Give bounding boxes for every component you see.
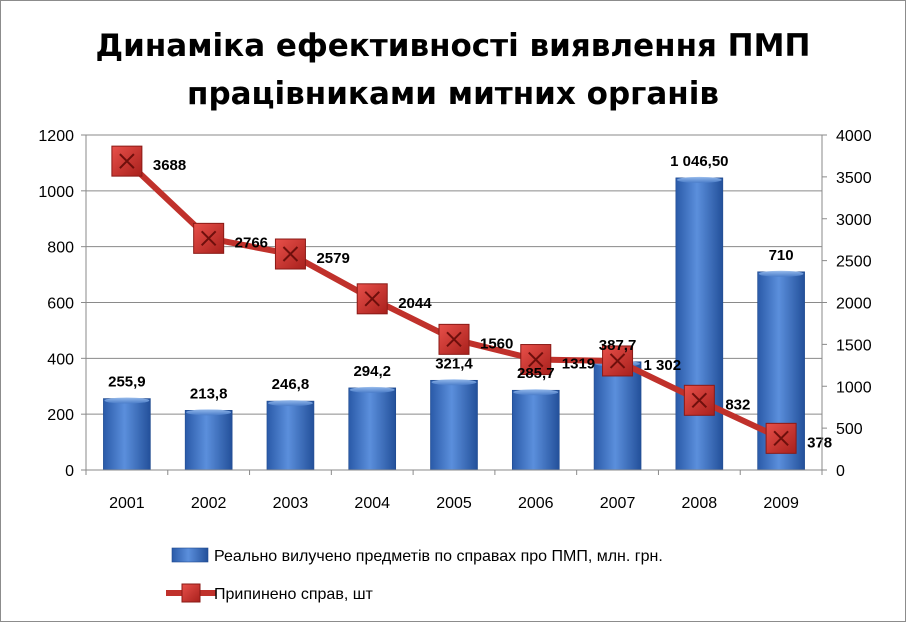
bar-cap [104, 397, 150, 404]
bar-data-label: 710 [769, 247, 794, 264]
line-data-label: 1319 [562, 356, 595, 373]
legend-bar-swatch [171, 547, 209, 563]
bar [103, 398, 151, 471]
bar [675, 177, 724, 471]
left-axis-tick-label: 0 [65, 463, 74, 480]
bar-cap [513, 389, 559, 396]
left-axis-tick-label: 800 [47, 240, 74, 257]
chart-title-line2: працівниками митних органів [187, 76, 719, 112]
x-axis-tick-label: 2002 [191, 495, 227, 512]
line-point-cross [773, 430, 789, 447]
x-axis-tick-label: 2006 [518, 495, 554, 512]
bar [593, 361, 642, 471]
left-axis-tick-label: 200 [47, 407, 74, 424]
bar [348, 387, 397, 471]
line-point-cross [609, 353, 626, 369]
right-axis-tick-label: 0 [836, 463, 845, 480]
label-layer: 255,9 213,8 246,8 294,2 321,4 285,7 387,7 1 046… [108, 153, 832, 451]
bar-cap [431, 379, 477, 386]
bar-data-label: 1 046,50 [670, 153, 728, 170]
line-point-marker [274, 238, 306, 270]
line-data-label: 3688 [153, 157, 186, 174]
line-layer [111, 145, 797, 454]
line-point-cross [691, 392, 708, 409]
chart-title: Динаміка ефективності виявлення ПМП прац… [0, 22, 906, 118]
right-axis-tick-label: 2000 [836, 296, 872, 313]
bar-data-label: 294,2 [353, 363, 391, 380]
bar-data-label: 387,7 [599, 337, 637, 354]
right-axis-tick-label: 3500 [836, 170, 872, 187]
x-axis-tick-label: 2005 [436, 495, 472, 512]
bar-cap [186, 409, 232, 416]
bar [184, 410, 233, 471]
right-axis-tick-label: 4000 [836, 128, 872, 145]
right-axis-tick-label: 1500 [836, 337, 872, 354]
line-data-label: 1 302 [644, 357, 682, 374]
x-axis-tick-label: 2003 [273, 495, 309, 512]
left-axis-tick-label: 600 [47, 296, 74, 313]
x-axis-tick-label: 2008 [682, 495, 718, 512]
bar-cap [758, 270, 804, 277]
left-axis-tick-label: 1200 [38, 128, 74, 145]
x-axis-tick-label: 2009 [763, 495, 799, 512]
chart-title-line1: Динаміка ефективності виявлення ПМП [95, 28, 811, 64]
legend-line-label: Припинено справ, шт [214, 586, 374, 603]
line-data-label: 378 [807, 434, 832, 451]
bar-data-label: 213,8 [190, 385, 228, 402]
right-axis-tick-label: 2500 [836, 254, 872, 271]
bar-cap [267, 400, 313, 407]
line-point-cross [119, 153, 135, 169]
line-point-cross [364, 291, 380, 307]
bar-cap [676, 176, 722, 183]
x-axis-tick-label: 2007 [600, 495, 636, 512]
legend-layer: Реально вилучено предметів по справах пр… [166, 547, 663, 603]
line-point-cross [528, 351, 544, 368]
bar-data-label: 255,9 [108, 374, 146, 391]
line-data-label: 2044 [398, 295, 432, 312]
legend-line-marker [181, 583, 201, 603]
line-data-label: 2766 [235, 234, 268, 251]
bar-data-label: 321,4 [435, 355, 473, 372]
bar [430, 379, 478, 471]
right-axis-tick-label: 1000 [836, 379, 872, 396]
line-point-cross [282, 246, 299, 262]
bar-cap [349, 386, 395, 393]
line-data-label: 832 [725, 396, 750, 413]
bar-data-label: 285,7 [517, 365, 555, 382]
line-point-cross [200, 230, 217, 247]
x-axis-tick-label: 2004 [354, 495, 390, 512]
bar [511, 389, 560, 471]
axis-layer: 0 200 400 600 800 1000 1200 0 500 1000 1500 2000 250… [38, 128, 871, 512]
bar-data-label: 246,8 [272, 376, 310, 393]
left-axis-tick-label: 1000 [38, 184, 74, 201]
line-data-label: 1560 [480, 335, 513, 352]
right-axis-tick-label: 500 [836, 421, 863, 438]
right-axis-tick-label: 3000 [836, 212, 872, 229]
line-point-cross [446, 331, 462, 348]
legend-bar-label: Реально вилучено предметів по справах пр… [214, 548, 663, 565]
bar-layer [103, 176, 805, 471]
left-axis-tick-label: 400 [47, 351, 74, 368]
bar [266, 400, 315, 471]
line-data-label: 2579 [316, 250, 349, 267]
x-axis-tick-label: 2001 [109, 495, 145, 512]
